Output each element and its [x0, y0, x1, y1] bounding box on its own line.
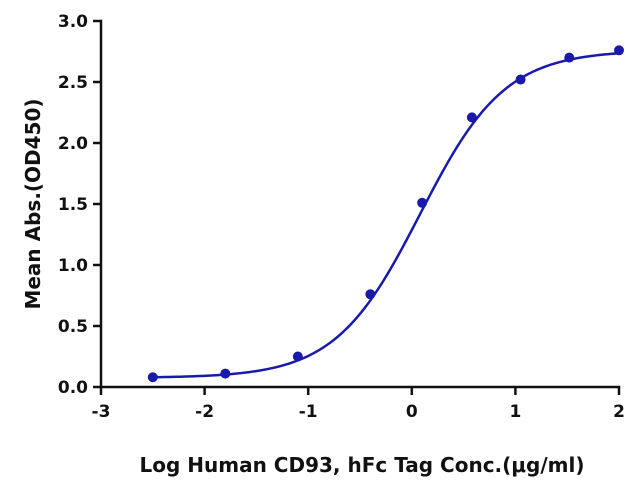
- data-point: [365, 289, 376, 300]
- y-tick-label: 2.5: [58, 73, 88, 93]
- y-tick-label: 3.0: [58, 12, 88, 32]
- data-point: [417, 197, 428, 208]
- y-tick-label: 1.0: [58, 256, 88, 276]
- y-tick-label: 1.5: [58, 195, 88, 215]
- y-axis-title: Mean Abs.(OD450): [21, 98, 45, 309]
- data-point: [515, 74, 526, 85]
- x-axis-title: Log Human CD93, hFc Tag Conc.(μg/ml): [140, 453, 585, 477]
- x-tick-label: 1: [509, 402, 521, 422]
- x-tick-label: -3: [92, 402, 111, 422]
- y-axis: 0.0 0.5 1.0 1.5 2.0 2.5 3.0: [58, 12, 103, 398]
- data-point: [564, 52, 575, 63]
- x-tick-label: -2: [195, 402, 214, 422]
- x-tick-label: 2: [613, 402, 625, 422]
- data-point: [220, 368, 231, 379]
- y-tick-label: 0.5: [58, 317, 88, 337]
- fit-curve: [152, 52, 620, 379]
- y-tick-label: 0.0: [58, 378, 88, 398]
- data-point: [466, 112, 477, 123]
- data-points-layer: [147, 45, 624, 383]
- y-tick-label: 2.0: [58, 134, 88, 154]
- data-point: [147, 372, 158, 383]
- fit-curve-layer: [152, 52, 620, 379]
- data-point: [292, 351, 303, 362]
- x-tick-label: 0: [406, 402, 418, 422]
- data-point: [614, 45, 624, 56]
- x-tick-label: -1: [299, 402, 318, 422]
- x-axis: -3 -2 -1 0 1 2: [92, 385, 625, 422]
